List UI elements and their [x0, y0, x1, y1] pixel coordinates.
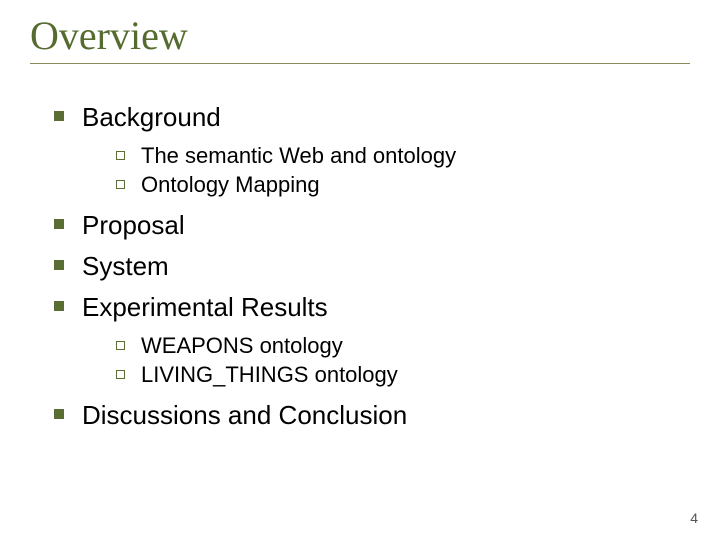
- square-bullet-icon: [54, 219, 64, 229]
- list-item: Ontology Mapping: [116, 172, 690, 198]
- list-item: Discussions and Conclusion: [54, 400, 690, 431]
- hollow-square-bullet-icon: [116, 370, 125, 379]
- list-item-label: The semantic Web and ontology: [141, 143, 456, 169]
- page-number: 4: [690, 510, 698, 526]
- list-item-label: Proposal: [82, 210, 185, 241]
- list-item: Experimental Results: [54, 292, 690, 323]
- square-bullet-icon: [54, 301, 64, 311]
- hollow-square-bullet-icon: [116, 180, 125, 189]
- list-item-label: System: [82, 251, 169, 282]
- hollow-square-bullet-icon: [116, 341, 125, 350]
- list-item-label: Ontology Mapping: [141, 172, 320, 198]
- slide-title: Overview: [30, 12, 690, 59]
- list-item-label: WEAPONS ontology: [141, 333, 343, 359]
- hollow-square-bullet-icon: [116, 151, 125, 160]
- slide: Overview Background The semantic Web and…: [0, 0, 720, 540]
- list-item: Proposal: [54, 210, 690, 241]
- list-item: Background: [54, 102, 690, 133]
- list-item-label: Discussions and Conclusion: [82, 400, 407, 431]
- square-bullet-icon: [54, 409, 64, 419]
- list-item: The semantic Web and ontology: [116, 143, 690, 169]
- content-area: Background The semantic Web and ontology…: [30, 64, 690, 431]
- sub-list: WEAPONS ontology LIVING_THINGS ontology: [54, 333, 690, 388]
- list-item: WEAPONS ontology: [116, 333, 690, 359]
- sub-list: The semantic Web and ontology Ontology M…: [54, 143, 690, 198]
- list-item: LIVING_THINGS ontology: [116, 362, 690, 388]
- list-item-label: Experimental Results: [82, 292, 328, 323]
- list-item-label: LIVING_THINGS ontology: [141, 362, 398, 388]
- list-item: System: [54, 251, 690, 282]
- square-bullet-icon: [54, 260, 64, 270]
- list-item-label: Background: [82, 102, 221, 133]
- square-bullet-icon: [54, 111, 64, 121]
